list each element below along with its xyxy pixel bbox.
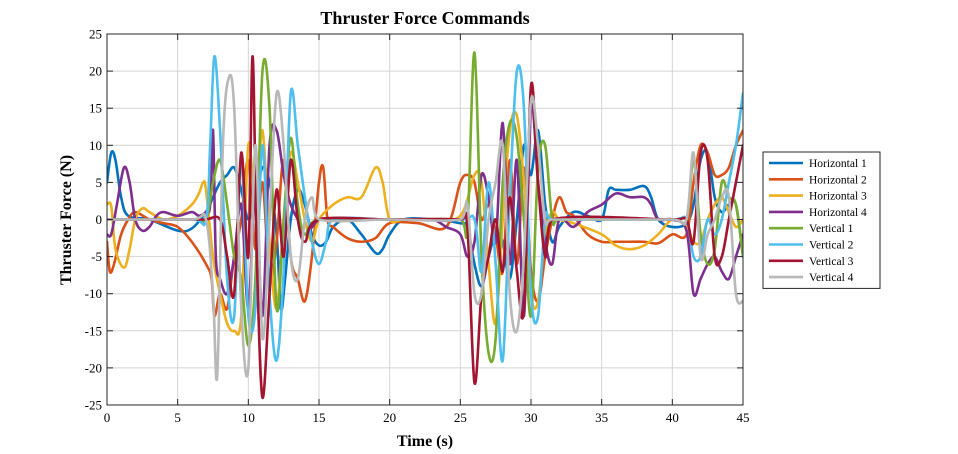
legend-label-8: Vertical 4 [809, 272, 854, 284]
x-tick-label: 30 [525, 410, 538, 425]
x-tick-label: 45 [737, 410, 750, 425]
legend: Horizontal 1 Horizontal 2 Horizontal 3 Hori… [762, 151, 881, 289]
y-axis-label: Thruster Force (N) [58, 155, 75, 285]
x-tick-label: 10 [242, 410, 255, 425]
legend-label-2: Horizontal 2 [809, 174, 867, 186]
x-axis-label: Time (s) [397, 433, 453, 450]
y-tick-label: 10 [89, 138, 102, 153]
x-tick-label: 35 [595, 410, 608, 425]
y-tick-label: 25 [89, 27, 102, 42]
legend-label-4: Horizontal 4 [809, 207, 867, 219]
series-group [107, 51, 743, 399]
plot-area: 0 5 10 15 20 25 30 35 40 45 -25 -20 -15 -10 -5 0 5 10 15 20… [85, 27, 750, 426]
series-line-8 [107, 73, 743, 381]
x-tick-label: 5 [174, 410, 181, 425]
y-tick-label: 15 [89, 101, 102, 116]
legend-label-1: Horizontal 1 [809, 158, 867, 170]
legend-label-5: Vertical 1 [809, 223, 854, 235]
x-tick-label: 0 [104, 410, 111, 425]
legend-label-6: Vertical 2 [809, 240, 854, 252]
chart-title: Thruster Force Commands [320, 8, 529, 28]
x-tick-label: 25 [454, 410, 467, 425]
legend-label-3: Horizontal 3 [809, 191, 867, 203]
y-tick-label: -20 [85, 360, 102, 375]
x-tick-label: 40 [666, 410, 679, 425]
y-tick-label: -25 [85, 398, 102, 413]
y-tick-label: 5 [96, 175, 103, 190]
y-tick-label: -15 [85, 323, 102, 338]
legend-label-7: Vertical 3 [809, 256, 854, 268]
series-line-3 [107, 110, 743, 336]
y-tick-label: 20 [89, 64, 102, 79]
x-tick-label: 15 [313, 410, 326, 425]
legend-box [762, 151, 881, 289]
y-tick-label: -10 [85, 286, 102, 301]
y-tick-label: 0 [96, 212, 103, 227]
x-tick-label: 20 [383, 410, 396, 425]
y-tick-label: -5 [91, 249, 102, 264]
